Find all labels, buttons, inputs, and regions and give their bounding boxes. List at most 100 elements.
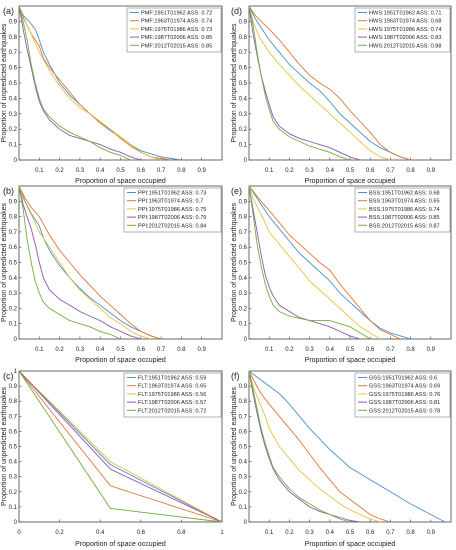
x-tick-label: 0.9 [198,347,207,353]
y-tick-label: 0 [244,520,248,526]
x-tick-label: 0.7 [386,168,395,174]
panel-label: (a) [3,6,14,16]
y-tick-label: 0.5 [9,81,18,87]
legend-box [123,187,222,233]
y-tick-label: 0.1 [239,505,248,511]
x-tick-label: 0.8 [177,347,186,353]
y-tick-label: 0.7 [9,50,18,56]
legend-entry: HWS:2012T02015 ASS: 0.88 [369,43,441,49]
legend-entry: PPI:1951T01962 ASS: 0.73 [138,191,206,197]
y-tick-label: 0.1 [9,505,18,511]
legend-entry: PMF:1951T01962 ASS: 0.72 [141,11,212,17]
x-tick-label: 0.9 [198,168,207,174]
panel-label: (f) [231,371,240,381]
legend-entry: FLT:1987T02006 ASS: 0.57 [138,400,206,406]
x-tick-label: 0.3 [305,530,314,536]
x-tick-label: 0.4 [96,168,105,174]
x-tick-label: 0.6 [137,347,146,353]
series-line [248,185,381,340]
series-line [248,185,361,340]
y-tick-label: 0.9 [9,199,18,205]
y-tick-label: 0.6 [239,429,248,435]
y-tick-label: 0.8 [239,399,248,405]
series-line [18,185,162,340]
legend-entry: FLT:1975T01986 ASS: 0.56 [138,392,206,398]
y-tick-label: 0 [14,520,18,526]
series-line [248,5,391,161]
x-tick-label: 0.8 [406,347,415,353]
y-tick-label: 0.1 [9,143,18,149]
x-tick-label: 0.9 [427,530,436,536]
x-tick-label: 0.7 [386,530,395,536]
y-tick-label: 0.1 [239,322,248,328]
y-tick-label: 0.4 [239,96,248,102]
x-tick-label: 0.7 [386,347,395,353]
x-tick-label: 0.5 [116,168,125,174]
series-line [248,5,351,161]
x-tick-label: 0 [17,530,21,536]
x-tick-label: 0.2 [285,530,294,536]
series-line [248,370,361,523]
legend-box [354,187,451,233]
y-tick-label: 0.5 [9,261,18,267]
x-tick-label: 0.4 [326,347,335,353]
y-tick-label: 0.3 [239,291,248,297]
series-line [248,370,391,523]
legend-entry: PPI:1975T01986 ASS: 0.75 [138,207,206,213]
x-tick-label: 0.3 [305,168,314,174]
series-line [18,370,223,523]
y-tick-label: 0.5 [239,261,248,267]
x-axis-label: Proportion of space occupied [75,541,166,548]
x-tick-label: 0.6 [366,530,375,536]
x-tick-label: 0.1 [265,347,274,353]
legend-box [354,372,451,418]
y-tick-label: 0.2 [9,306,18,312]
series-line [248,5,411,161]
x-axis-label: Proportion of space occupied [305,541,396,548]
y-tick-label: 0.8 [9,215,18,221]
legend-entry: GSS:1987T02006 ASS: 0.81 [369,400,440,406]
y-tick-label: 0.9 [9,19,18,25]
series-line [18,5,131,161]
x-tick-label: 0.6 [137,530,146,536]
legend-entry: HWS:1987T02006 ASS: 0.83 [369,35,441,41]
y-tick-label: 0.2 [9,127,18,133]
y-tick-label: 0.4 [9,460,18,466]
x-tick-label: 0.2 [285,168,294,174]
x-tick-label: 0.8 [406,530,415,536]
y-tick-label: 0.6 [239,66,248,72]
y-tick-label: 0 [244,158,248,164]
x-tick-label: 0.5 [116,347,125,353]
series-line [18,370,223,523]
series-line [18,5,162,161]
x-tick-label: 0.5 [346,168,355,174]
y-tick-label: 0.2 [9,490,18,496]
series-line [18,370,223,523]
x-tick-label: 0.3 [76,168,85,174]
legend-entry: GSS:2012T02015 ASS: 0.78 [369,408,440,414]
y-axis-label: Proportion of unpredicted earthquakes [1,386,8,506]
legend-box [126,7,222,53]
series-line [18,5,141,161]
legend-entry: HWS:1975T01986 ASS: 0.74 [369,27,441,33]
y-tick-label: 0.3 [9,475,18,481]
y-tick-label: 0.3 [239,475,248,481]
x-tick-label: 0.2 [55,168,64,174]
y-tick-label: 0 [14,337,18,343]
y-tick-label: 0.6 [9,429,18,435]
y-tick-label: 0.4 [239,276,248,282]
y-tick-label: 0.7 [239,50,248,56]
x-axis-label: Proportion of space occupied [305,357,396,364]
y-tick-label: 0.4 [9,276,18,282]
y-tick-label: 0.6 [9,245,18,251]
chart-panel: 0 0.1 0.2 0.3 0.4 0.5 0.6 0.7 0.8 0.9 0.1 0.2 0.3 0.4… [231,185,452,364]
x-tick-label: 0.4 [96,530,105,536]
y-tick-label: 0.3 [239,112,248,118]
chart-panel: 0 0.1 0.2 0.3 0.4 0.5 0.6 0.7 0.8 0.9 0.1 0.2 0.3 0.4… [1,185,223,364]
legend-entry: BSS:1987T02006 ASS: 0.85 [369,215,440,221]
series-line [248,370,351,523]
legend-entry: GSS:1975T01986 ASS: 0.76 [369,392,440,398]
x-axis-label: Proportion of space occupied [305,178,396,185]
y-tick-label: 0 [14,158,18,164]
